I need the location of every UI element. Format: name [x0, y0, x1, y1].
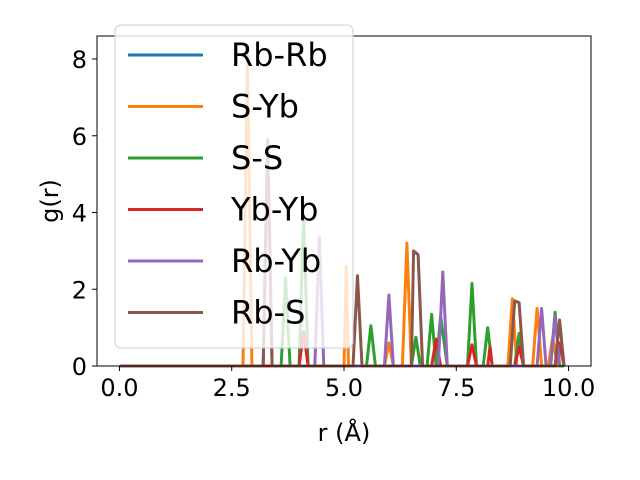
- y-axis-label: g(r): [36, 179, 64, 223]
- legend-label: Rb-Yb: [231, 242, 321, 280]
- x-axis-label: r (Å): [318, 418, 371, 447]
- legend-label: Yb-Yb: [230, 191, 318, 229]
- y-tick-label: 0: [72, 353, 87, 381]
- x-tick-label: 7.5: [437, 374, 475, 402]
- y-tick-label: 8: [72, 46, 87, 74]
- x-tick-label: 2.5: [213, 374, 251, 402]
- y-tick-label: 4: [72, 200, 87, 228]
- x-tick-label: 10.0: [542, 374, 595, 402]
- y-tick-label: 2: [72, 276, 87, 304]
- x-tick-label: 0.0: [100, 374, 138, 402]
- legend-label: Rb-S: [231, 294, 305, 332]
- legend-label: S-Yb: [231, 88, 299, 126]
- legend: Rb-Rb S-Yb S-S Yb-Yb Rb-Yb Rb-S: [114, 24, 354, 349]
- y-axis: 0 2 4 6 8: [72, 46, 97, 381]
- y-tick-label: 6: [72, 123, 87, 151]
- x-axis: 0.0 2.5 5.0 7.5 10.0: [100, 366, 595, 402]
- legend-label: Rb-Rb: [231, 36, 328, 74]
- legend-label: S-S: [231, 139, 283, 177]
- x-tick-label: 5.0: [325, 374, 363, 402]
